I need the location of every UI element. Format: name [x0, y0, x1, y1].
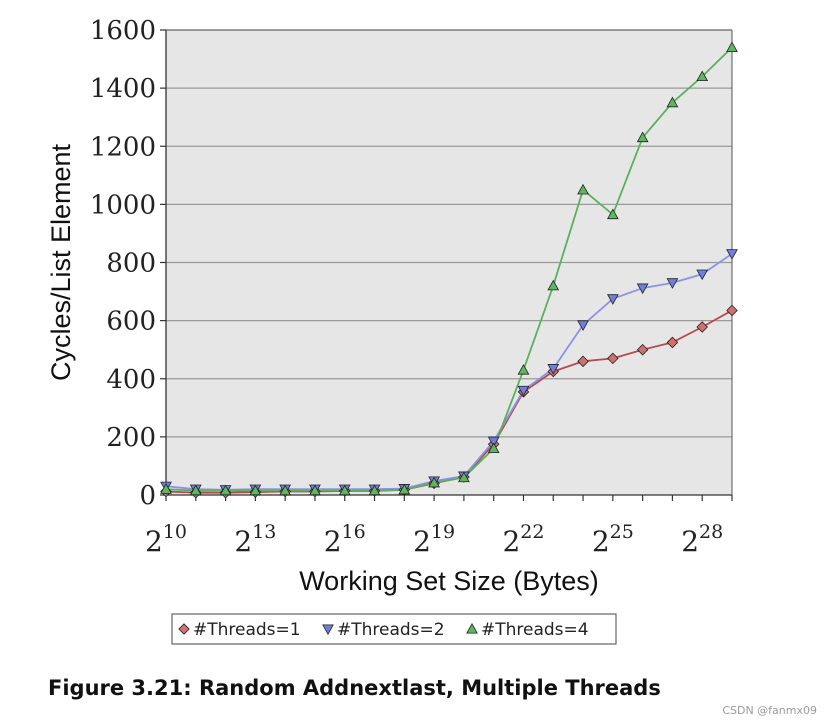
- y-tick-labels: 0 200 400 600 800 1000 1200 1400 1600: [90, 16, 166, 511]
- x-tick-labels: 210 213 216 219 222 225 228: [145, 495, 733, 558]
- x-tick-label: 219: [413, 521, 455, 558]
- data-point-series-2: [696, 269, 709, 281]
- data-point-series-3: [636, 131, 649, 143]
- data-point-series-1: [577, 355, 589, 368]
- data-point-series-1: [636, 343, 649, 356]
- data-point-series-3: [577, 183, 589, 195]
- data-point-series-2: [606, 294, 619, 305]
- data-point-series-3: [547, 279, 560, 291]
- data-point-series-3: [279, 484, 292, 496]
- x-tick-label: 210: [145, 521, 187, 558]
- x-tick-label: 225: [592, 521, 634, 558]
- x-tick-label: 222: [502, 521, 544, 558]
- legend-marker-3: [466, 622, 478, 634]
- y-tick-label: 1400: [90, 74, 156, 104]
- watermark: CSDN @fanmx09: [722, 704, 817, 717]
- data-point-series-3: [696, 70, 709, 82]
- y-tick-label: 1600: [90, 16, 156, 46]
- data-point-series-3: [458, 471, 470, 483]
- y-tick-label: 800: [106, 249, 156, 279]
- legend-box: [171, 613, 617, 645]
- data-point-series-3: [666, 96, 679, 108]
- data-point-series-3: [338, 484, 351, 496]
- legend-marker-2: [322, 624, 334, 636]
- y-tick-label: 600: [106, 307, 156, 337]
- legend-label-3: #Threads=4: [481, 620, 589, 640]
- data-point-series-1: [607, 352, 619, 365]
- data-point-series-3: [160, 483, 172, 494]
- data-point-series-1: [696, 321, 708, 333]
- data-point-series-2: [726, 249, 738, 260]
- legend: #Threads=1 #Threads=2 #Threads=4: [171, 613, 617, 645]
- data-point-series-2: [577, 320, 589, 332]
- y-tick-label: 1200: [90, 132, 156, 162]
- data-point-series-3: [428, 476, 440, 488]
- series-line-2: [165, 253, 733, 491]
- y-tick-label: 200: [106, 423, 156, 453]
- data-point-series-3: [368, 484, 381, 496]
- legend-label-2: #Threads=2: [337, 620, 445, 640]
- data-point-series-1: [726, 304, 738, 317]
- data-point-series-2: [636, 283, 649, 295]
- data-point-series-2: [517, 385, 530, 397]
- x-axis-title: Working Set Size (Bytes): [299, 566, 599, 596]
- y-axis-title: Cycles/List Element: [46, 143, 76, 381]
- figure-caption: Figure 3.21: Random Addnextlast, Multipl…: [48, 676, 661, 700]
- data-point-series-2: [666, 278, 679, 289]
- data-point-series-2: [547, 364, 560, 375]
- data-point-series-1: [666, 336, 679, 349]
- data-point-series-3: [309, 484, 321, 496]
- data-point-series-3: [487, 442, 500, 454]
- legend-label-1: #Threads=1: [193, 620, 301, 640]
- data-point-series-3: [249, 484, 262, 496]
- data-point-series-3: [189, 484, 202, 496]
- legend-marker-1: [178, 623, 190, 635]
- data-point-series-3: [398, 483, 411, 495]
- data-point-series-3: [606, 208, 619, 220]
- data-point-series-3: [219, 484, 232, 496]
- data-point-series-3: [726, 41, 738, 52]
- y-tick-label: 0: [139, 481, 156, 511]
- x-tick-label: 213: [234, 521, 276, 558]
- x-tick-label: 216: [324, 521, 366, 558]
- y-tick-label: 400: [106, 365, 156, 395]
- data-point-series-3: [517, 364, 530, 375]
- y-tick-label: 1000: [90, 190, 156, 220]
- series-line-3: [165, 46, 733, 492]
- x-tick-label: 228: [681, 521, 723, 558]
- data-point-series-2: [487, 436, 500, 448]
- series-markers: [160, 41, 738, 499]
